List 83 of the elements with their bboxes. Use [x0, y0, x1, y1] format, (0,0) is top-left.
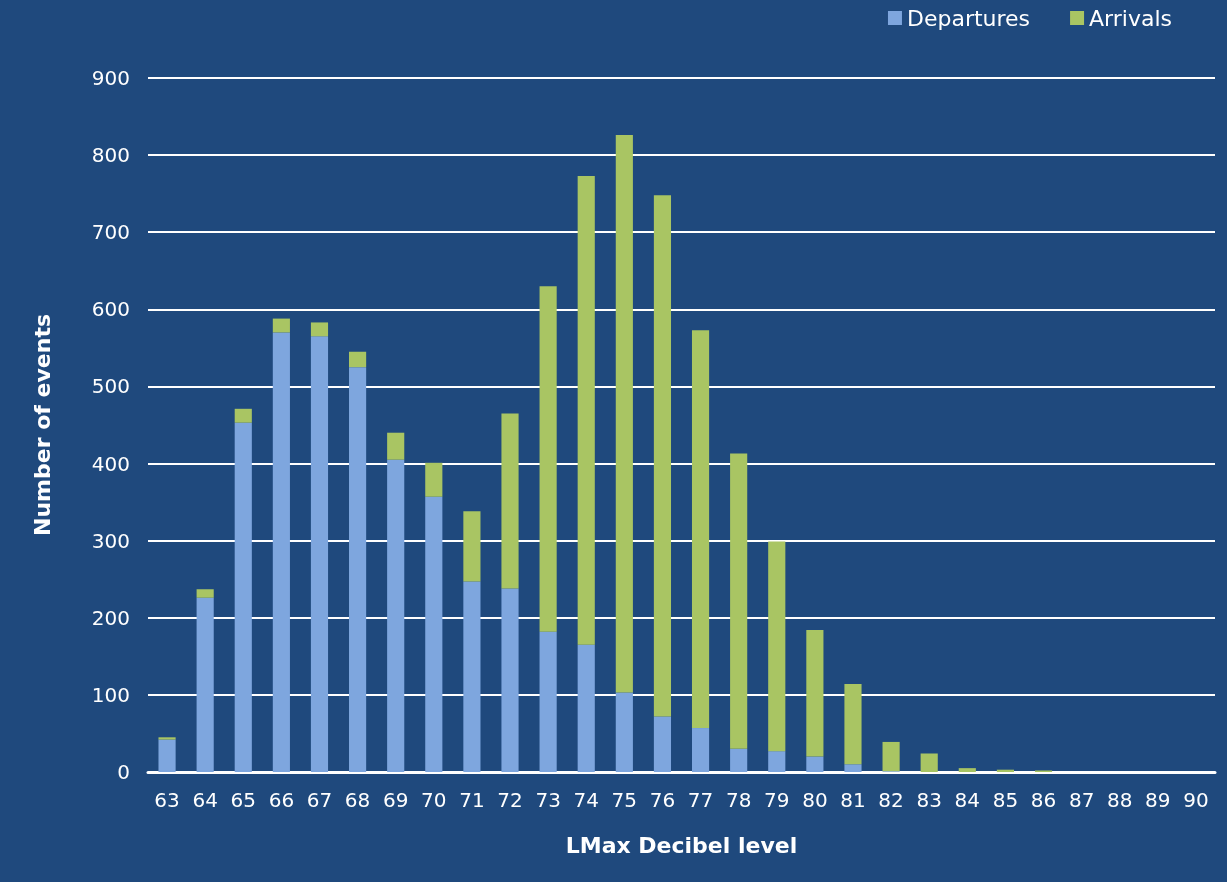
x-tick-label: 70 — [421, 788, 447, 812]
x-tick-label: 86 — [1030, 788, 1057, 812]
legend-label: Departures — [906, 5, 1031, 31]
bar — [730, 748, 748, 772]
x-tick-label: 77 — [687, 788, 714, 812]
x-tick-label: 80 — [802, 788, 828, 812]
bar — [653, 195, 672, 717]
x-tick-label: 65 — [230, 788, 256, 812]
bar — [768, 541, 786, 752]
y-tick-label: 0 — [117, 760, 130, 784]
x-tick-label: 79 — [764, 788, 790, 812]
x-tick-label: 85 — [992, 788, 1019, 812]
bar — [958, 768, 976, 772]
x-tick-label: 83 — [916, 788, 942, 812]
x-axis-title: LMax Decibel level — [565, 832, 798, 858]
bar — [349, 367, 367, 772]
y-tick-label: 400 — [91, 451, 130, 476]
bar — [768, 751, 786, 772]
x-tick-label: 78 — [725, 788, 752, 812]
bar — [844, 684, 862, 765]
x-tick-label: 87 — [1068, 788, 1095, 812]
x-tick-label: 72 — [497, 788, 523, 812]
bar — [349, 351, 367, 368]
x-tick-label: 81 — [840, 788, 866, 812]
bar — [234, 408, 252, 423]
bar — [844, 764, 862, 772]
bar — [730, 453, 748, 749]
x-tick-label: 90 — [1183, 788, 1209, 812]
x-tick-label: 69 — [382, 788, 409, 812]
y-axis-title: Number of events — [29, 314, 55, 536]
bar — [806, 756, 824, 772]
y-tick-label: 200 — [91, 605, 130, 630]
x-tick-label: 76 — [649, 788, 676, 812]
x-tick-label: 73 — [535, 788, 561, 812]
bar — [196, 589, 214, 598]
bar — [425, 462, 443, 497]
bar — [387, 432, 405, 460]
x-tick-label: 67 — [306, 788, 333, 812]
bar — [501, 588, 519, 772]
bar — [196, 597, 214, 772]
bar — [920, 753, 938, 772]
x-tick-label: 88 — [1107, 788, 1133, 812]
y-tick-label: 300 — [91, 528, 130, 553]
bar — [425, 496, 443, 772]
bar — [615, 135, 633, 693]
y-tick-label: 100 — [91, 682, 130, 707]
bar — [463, 581, 481, 772]
y-tick-label: 900 — [91, 66, 130, 90]
bar — [234, 422, 252, 772]
y-tick-label: 600 — [91, 297, 130, 322]
y-tick-label: 700 — [91, 220, 130, 245]
x-tick-label: 74 — [573, 788, 599, 812]
bar — [539, 286, 557, 632]
x-tick-label: 68 — [344, 788, 371, 812]
x-tick-label: 82 — [878, 788, 904, 812]
x-tick-label: 66 — [268, 788, 295, 812]
bar — [310, 322, 329, 337]
bar — [158, 737, 176, 740]
y-tick-label: 800 — [91, 143, 130, 168]
bar — [310, 336, 329, 772]
bar — [691, 728, 710, 772]
bar — [577, 644, 595, 772]
bar — [158, 739, 176, 772]
legend-label: Arrivals — [1089, 5, 1173, 31]
x-tick-label: 63 — [154, 788, 180, 812]
bar — [387, 459, 405, 772]
y-tick-label: 500 — [91, 374, 130, 399]
bar — [539, 631, 557, 772]
bar — [615, 692, 633, 772]
x-tick-label: 71 — [459, 788, 485, 812]
bar — [463, 511, 481, 582]
x-tick-label: 84 — [954, 788, 981, 812]
bar — [272, 318, 290, 333]
bar — [501, 413, 519, 589]
bar — [577, 175, 595, 645]
x-tick-label: 89 — [1145, 788, 1171, 812]
bar — [691, 330, 710, 729]
bar — [653, 716, 672, 772]
x-tick-label: 75 — [611, 788, 638, 812]
bar — [272, 332, 290, 772]
bar — [882, 741, 900, 772]
x-tick-label: 64 — [192, 788, 218, 812]
bar — [806, 630, 824, 757]
